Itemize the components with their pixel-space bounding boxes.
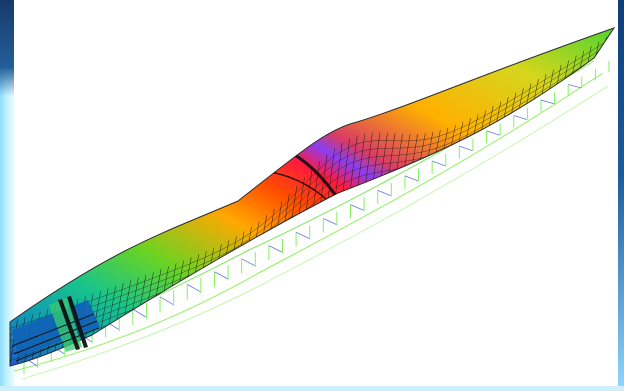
- deck-cross-beam: [356, 133, 366, 195]
- right-window-edge: [618, 0, 624, 391]
- deck-cross-beam: [99, 288, 109, 335]
- truss-diagonal-brace: [295, 231, 310, 239]
- truss-diagonal-brace: [540, 99, 555, 105]
- truss-diagonal-brace: [432, 160, 446, 167]
- deck-longitudinal-line: [10, 42, 612, 336]
- truss-diagonal-brace: [350, 204, 364, 211]
- truss-diagonal-brace: [187, 284, 201, 293]
- deck-longitudinal-line: [10, 37, 613, 330]
- left-window-header: [0, 0, 14, 96]
- truss-diagonal-brace: [268, 245, 283, 253]
- left-deck-detail: [11, 296, 100, 362]
- truss-diagonal-brace: [241, 258, 255, 266]
- left-window-edge: [0, 0, 14, 391]
- truss-diagonal-brace: [486, 130, 500, 136]
- deck-cross-beam: [349, 135, 358, 198]
- deck-cross-beam: [341, 138, 351, 201]
- deck-longitudinal-line: [10, 48, 611, 343]
- bottom-window-edge: [0, 386, 624, 391]
- truss-under-deck: [12, 60, 610, 380]
- truss-diagonal-brace: [214, 271, 228, 280]
- deck-cross-beam: [107, 285, 116, 332]
- truss-diagonal-brace: [513, 115, 527, 120]
- truss-diagonal-brace: [568, 84, 582, 89]
- deck-cross-beam: [10, 319, 18, 366]
- deck-cross-beam: [10, 321, 11, 366]
- truss-diagonal-brace: [323, 218, 337, 225]
- truss-diagonal-brace: [132, 308, 147, 318]
- truss-diagonal-brace: [159, 296, 174, 305]
- truss-diagonal-brace: [459, 145, 473, 151]
- deck-cross-beam: [364, 132, 373, 192]
- truss-diagonal-brace: [404, 175, 419, 182]
- truss-diagonal-brace: [377, 189, 391, 197]
